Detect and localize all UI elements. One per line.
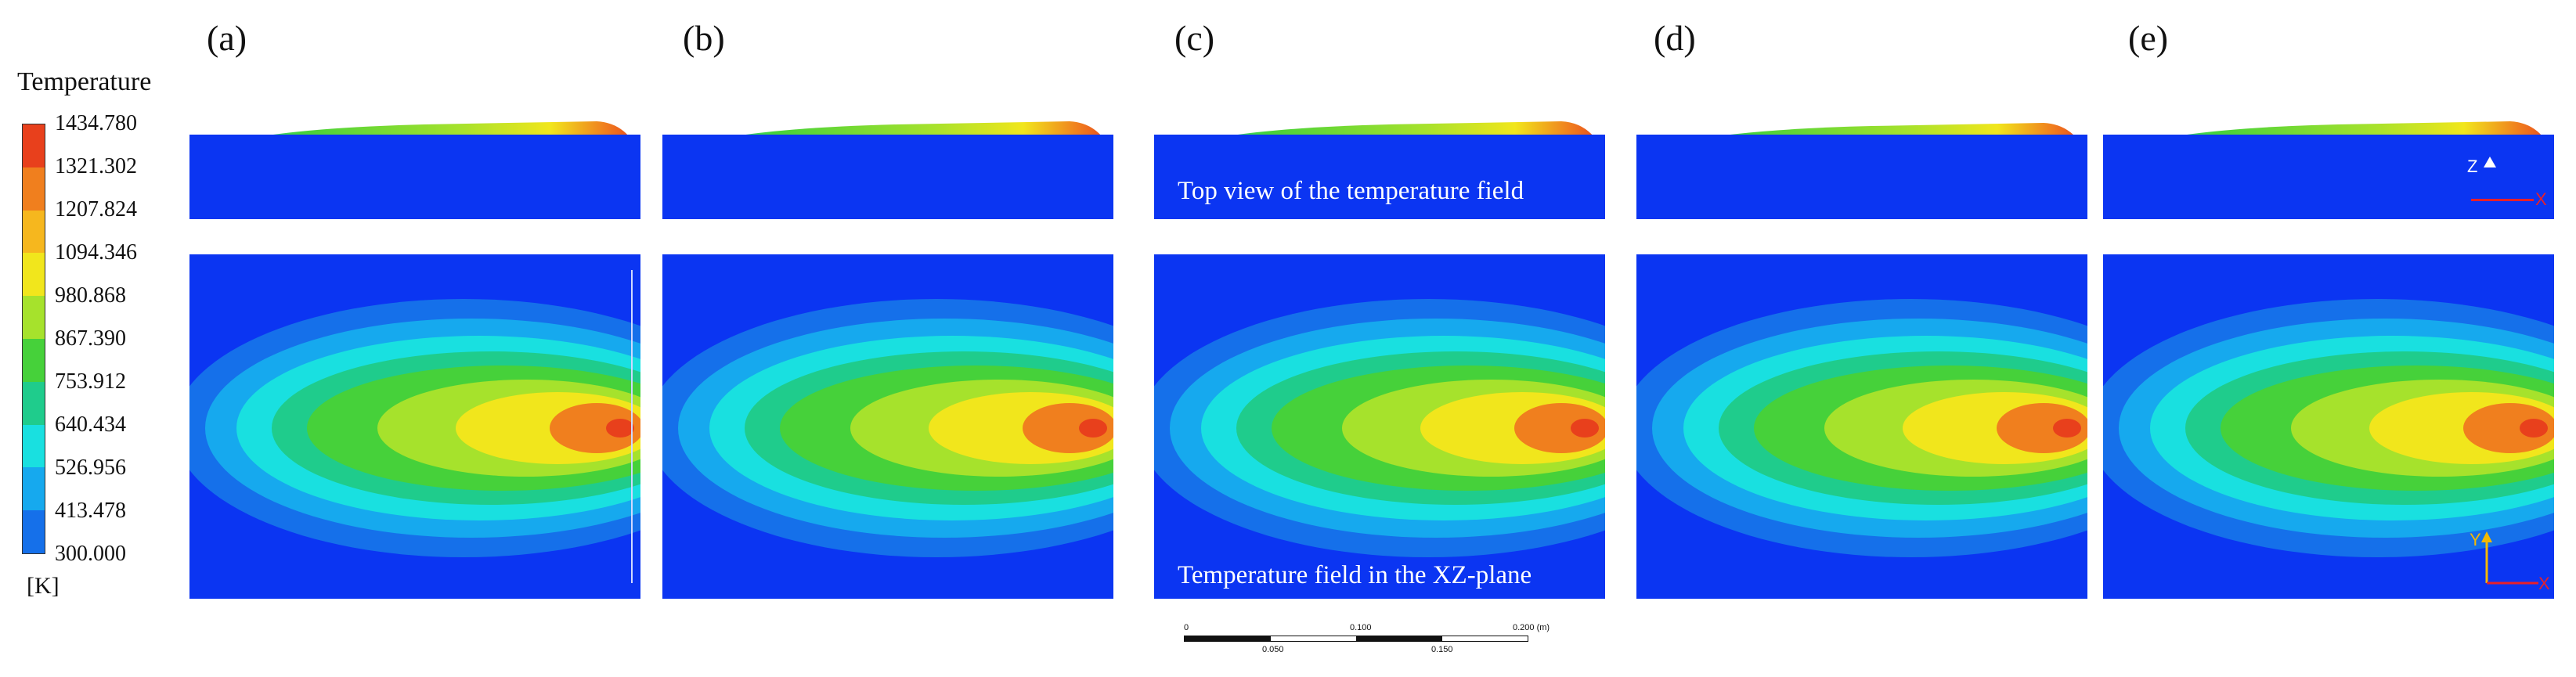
legend-tick-label: 640.434: [55, 412, 126, 437]
panel-label-c: (c): [1174, 18, 1215, 58]
axis-y-label: Y: [2470, 530, 2481, 549]
axis-x-label: X: [2535, 189, 2547, 209]
panel-label-d: (d): [1654, 18, 1696, 58]
scale-bar-track: [1184, 636, 1528, 642]
contour-view-a: [189, 254, 640, 599]
contour-view-b: [662, 254, 1113, 599]
legend-band: [23, 296, 45, 339]
legend-colorbar: [22, 124, 45, 554]
side-view-e: Z X: [2103, 135, 2554, 219]
legend-band: [23, 167, 45, 211]
legend-title: Temperature: [17, 67, 152, 96]
legend-band: [23, 510, 45, 553]
panel-label-a: (a): [207, 18, 247, 58]
legend-band: [23, 467, 45, 511]
side-view-d: [1636, 135, 2087, 219]
panel-label-b: (b): [683, 18, 725, 58]
axis-z-arrow-icon: [2484, 157, 2496, 167]
legend-unit: [K]: [27, 573, 60, 599]
legend-band: [23, 253, 45, 297]
scale-label: 0.050: [1262, 645, 1284, 654]
legend-tick-label: 1207.824: [55, 197, 137, 221]
legend-tick-label: 980.868: [55, 283, 126, 308]
contour-view-d: [1636, 254, 2087, 599]
legend-band: [23, 381, 45, 425]
side-view-a: [189, 135, 640, 219]
top-view-caption: Top view of the temperature field: [1178, 177, 1524, 205]
legend-tick-label: 1434.780: [55, 111, 137, 135]
contour-view-c: Temperature field in the XZ-plane: [1154, 254, 1605, 599]
legend-band: [23, 124, 45, 167]
legend-band: [23, 338, 45, 382]
legend-tick-label: 526.956: [55, 456, 126, 480]
xz-plane-caption: Temperature field in the XZ-plane: [1178, 561, 1532, 589]
axis-x-arrow-icon: [2471, 199, 2534, 201]
panel-label-e: (e): [2128, 18, 2169, 58]
contour-view-e: Y X: [2103, 254, 2554, 599]
side-view-b: [662, 135, 1113, 219]
legend-band: [23, 210, 45, 254]
scale-label: 0.200 (m): [1513, 623, 1550, 632]
legend-tick-label: 753.912: [55, 369, 126, 394]
axis-x-label: X: [2538, 574, 2550, 593]
scale-label: 0.150: [1431, 645, 1453, 654]
legend-tick-label: 867.390: [55, 326, 126, 351]
legend-band: [23, 424, 45, 468]
legend-tick-label: 413.478: [55, 499, 126, 523]
scale-label: 0.100: [1350, 623, 1372, 632]
legend-tick-label: 1321.302: [55, 154, 137, 178]
legend-tick-label: 300.000: [55, 542, 126, 566]
side-view-c: Top view of the temperature field: [1154, 135, 1605, 219]
axis-z-label: Z: [2467, 157, 2478, 176]
scale-bar: 0 0.100 0.200 (m) 0.050 0.150: [1184, 620, 1550, 659]
legend-tick-label: 1094.346: [55, 240, 137, 265]
scale-label: 0: [1184, 623, 1189, 632]
